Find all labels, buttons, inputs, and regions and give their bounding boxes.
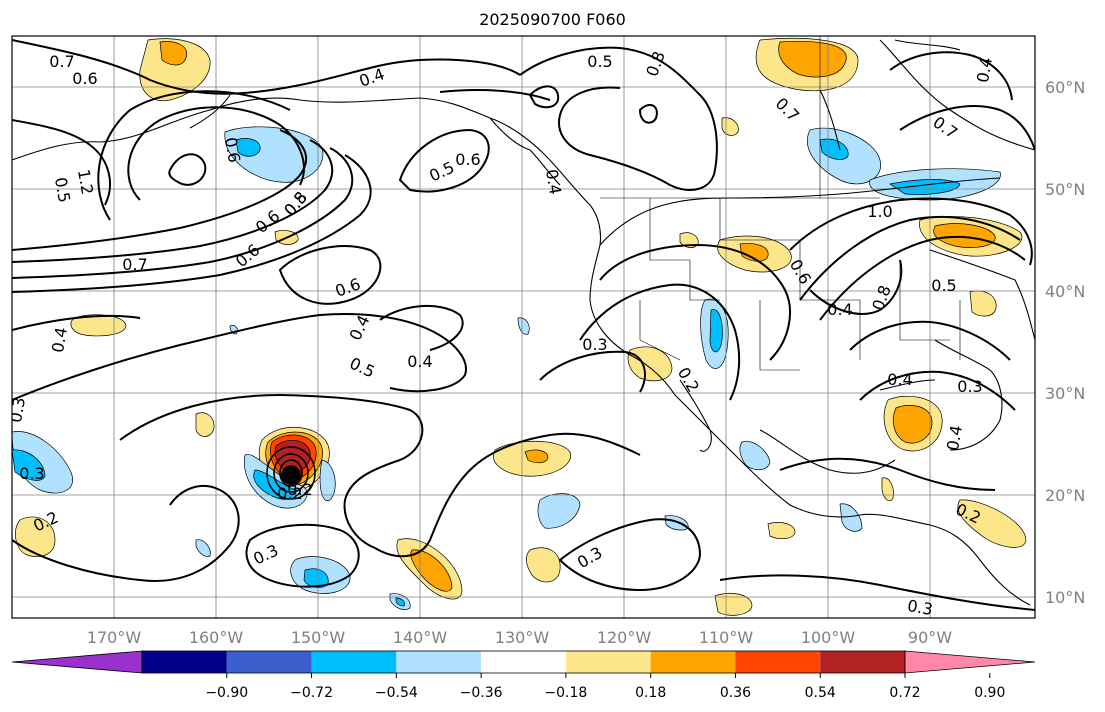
contour-label: 0.3	[906, 596, 934, 619]
latitude-label: 50°N	[1045, 180, 1085, 199]
contour-label: 0.3	[19, 464, 44, 483]
longitude-label: 120°W	[597, 628, 652, 647]
contour-label: 0.5	[51, 176, 74, 204]
colorbar-segment	[481, 651, 566, 673]
latitude-label: 30°N	[1045, 384, 1085, 403]
colorbar-segment	[311, 651, 397, 673]
map-panel: 0.70.6 0.40.60.50.5 0.80.70.40.70.61.20.5 0…	[6, 36, 1035, 619]
colorbar-segment	[820, 651, 905, 673]
longitude-label: 130°W	[495, 628, 550, 647]
longitude-label: 170°W	[87, 628, 142, 647]
positive-area	[15, 516, 56, 557]
colorbar-extend-low	[11, 650, 143, 674]
negative-area	[395, 597, 405, 607]
longitude-label: 110°W	[699, 628, 754, 647]
positive-area	[139, 38, 211, 102]
positive-area	[526, 547, 561, 583]
negative-area	[195, 539, 211, 557]
negative-area	[235, 138, 261, 157]
positive-area	[892, 405, 933, 444]
positive-area	[957, 499, 1027, 548]
contour-label: 0.2	[287, 480, 312, 499]
longitude-label: 90°W	[908, 628, 952, 647]
positive-area	[767, 522, 796, 539]
positive-area	[969, 290, 997, 317]
colorbar-segment	[650, 651, 736, 673]
colorbar-tick-label: 0.72	[889, 685, 920, 701]
negative-area	[839, 503, 863, 532]
negative-area	[819, 138, 849, 160]
colorbar-extend-high	[904, 650, 1036, 674]
colorbar-tick-label: 0.36	[720, 685, 751, 701]
latitude-label: 20°N	[1045, 486, 1085, 505]
political-borders	[600, 36, 961, 371]
graticule	[12, 36, 1035, 618]
colorbar-tick-label: −0.18	[544, 685, 587, 701]
positive-area	[524, 449, 549, 464]
map-border	[11, 35, 1036, 619]
map-title: 2025090700 F060	[479, 10, 626, 29]
colorbar-segment	[226, 651, 312, 673]
colorbar-segment	[142, 651, 227, 673]
negative-area	[709, 308, 723, 353]
colorbar-tick-label: −0.90	[205, 685, 248, 701]
negative-area	[537, 493, 581, 529]
colorbar-ticks: −0.90 −0.72 −0.54 −0.36 −0.18 0.18 0.36 0.54 0.7…	[205, 673, 1005, 701]
contour-label: 0.3	[957, 377, 982, 396]
positive-area	[739, 243, 769, 262]
latitude-label: 60°N	[1045, 78, 1085, 97]
contour-label: 0.6	[455, 150, 480, 169]
colorbar-tick-label: 0.54	[805, 685, 836, 701]
colorbar-tick-label: −0.54	[375, 685, 418, 701]
cyclone-centre	[266, 446, 316, 500]
longitude-labels: 170°W 160°W 150°W 140°W 130°W 120°W 110°W 100°W…	[87, 628, 952, 647]
contour-label: 0.2	[277, 484, 302, 503]
positive-area	[195, 412, 215, 437]
contour-label: 0.4	[973, 56, 996, 84]
contour-label: 0.7	[49, 52, 74, 71]
colorbar-segment	[565, 651, 651, 673]
contour-label: 0.4	[943, 424, 966, 452]
contour-label: 1.2	[74, 168, 97, 196]
colorbar-tick-label: −0.72	[290, 685, 333, 701]
contour-label: 0.3	[6, 396, 29, 424]
contour-label: 0.7	[122, 255, 147, 274]
colorbar-tick-label: −0.36	[460, 685, 503, 701]
contour-label: 1.0	[867, 202, 892, 221]
contour-label: 0.3	[582, 335, 607, 354]
contour-lines	[12, 39, 1035, 611]
colorbar-segment	[735, 651, 821, 673]
positive-area	[627, 346, 673, 382]
longitude-label: 100°W	[801, 628, 856, 647]
contour-label: 0.5	[931, 276, 956, 295]
contour-label: 0.6	[72, 69, 97, 88]
positive-area	[159, 41, 187, 66]
contour-label: 0.4	[827, 300, 852, 319]
contour-label: 0.4	[542, 168, 565, 196]
contour-label: 0.4	[48, 326, 71, 354]
positive-area	[410, 549, 453, 592]
contour-label: 0.5	[587, 52, 612, 71]
colorbar	[11, 650, 1036, 674]
contour-label: 0.4	[887, 370, 912, 389]
colorbar-segment	[396, 651, 482, 673]
longitude-label: 160°W	[189, 628, 244, 647]
longitude-label: 140°W	[393, 628, 448, 647]
positive-area	[714, 592, 753, 616]
coastlines	[12, 39, 1035, 606]
colorbar-tick-label: 0.18	[635, 685, 666, 701]
colorbar-tick-label: 0.90	[974, 685, 1005, 701]
contour-label: 0.6	[221, 136, 244, 164]
negative-area	[319, 459, 336, 501]
contour-label: 0.4	[407, 352, 432, 371]
longitude-label: 150°W	[291, 628, 346, 647]
negative-area	[739, 440, 771, 471]
negative-area	[12, 449, 46, 481]
negative-area	[517, 317, 530, 335]
latitude-labels: 60°N 50°N 40°N 30°N 20°N 10°N	[1045, 78, 1085, 607]
latitude-label: 10°N	[1045, 588, 1085, 607]
latitude-label: 40°N	[1045, 282, 1085, 301]
